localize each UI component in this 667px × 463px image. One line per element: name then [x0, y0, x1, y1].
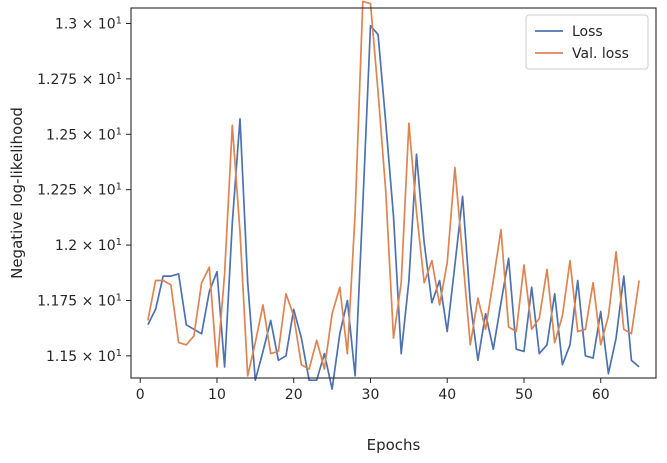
x-tick-label: 30 — [362, 387, 380, 403]
y-tick-label: 1.15 × 101 — [46, 347, 122, 365]
y-tick-label: 1.225 × 101 — [37, 181, 122, 199]
x-tick-label: 40 — [438, 387, 456, 403]
y-tick-label: 1.3 × 101 — [55, 15, 122, 32]
x-tick-label: 0 — [136, 387, 145, 403]
x-tick-label: 10 — [208, 387, 226, 403]
plot-frame — [130, 7, 657, 379]
x-axis-title: Epochs — [367, 436, 421, 454]
y-tick-label: 1.25 × 101 — [46, 126, 122, 144]
x-tick-label: 50 — [515, 387, 533, 403]
x-tick-label: 20 — [285, 387, 303, 403]
y-axis: 1.15 × 101 1.175 × 101 1.2 × 101 1.225 × 10… — [37, 15, 131, 365]
x-tick-label: 60 — [592, 387, 610, 403]
legend: Loss Val. loss — [525, 14, 649, 70]
y-axis-title: Negative log-likelihood — [8, 107, 26, 279]
legend-box — [525, 14, 649, 70]
legend-label: Loss — [572, 24, 603, 40]
series-line-0 — [147, 24, 640, 390]
y-tick-label: 1.2 × 101 — [55, 237, 122, 255]
series-line-1 — [147, 0, 640, 377]
y-tick-label: 1.175 × 101 — [37, 292, 122, 310]
x-axis: 0 10 20 30 40 50 60 — [136, 378, 610, 403]
legend-label: Val. loss — [572, 46, 629, 62]
series-lines — [147, 0, 640, 390]
y-tick-label: 1.275 × 101 — [37, 70, 122, 88]
